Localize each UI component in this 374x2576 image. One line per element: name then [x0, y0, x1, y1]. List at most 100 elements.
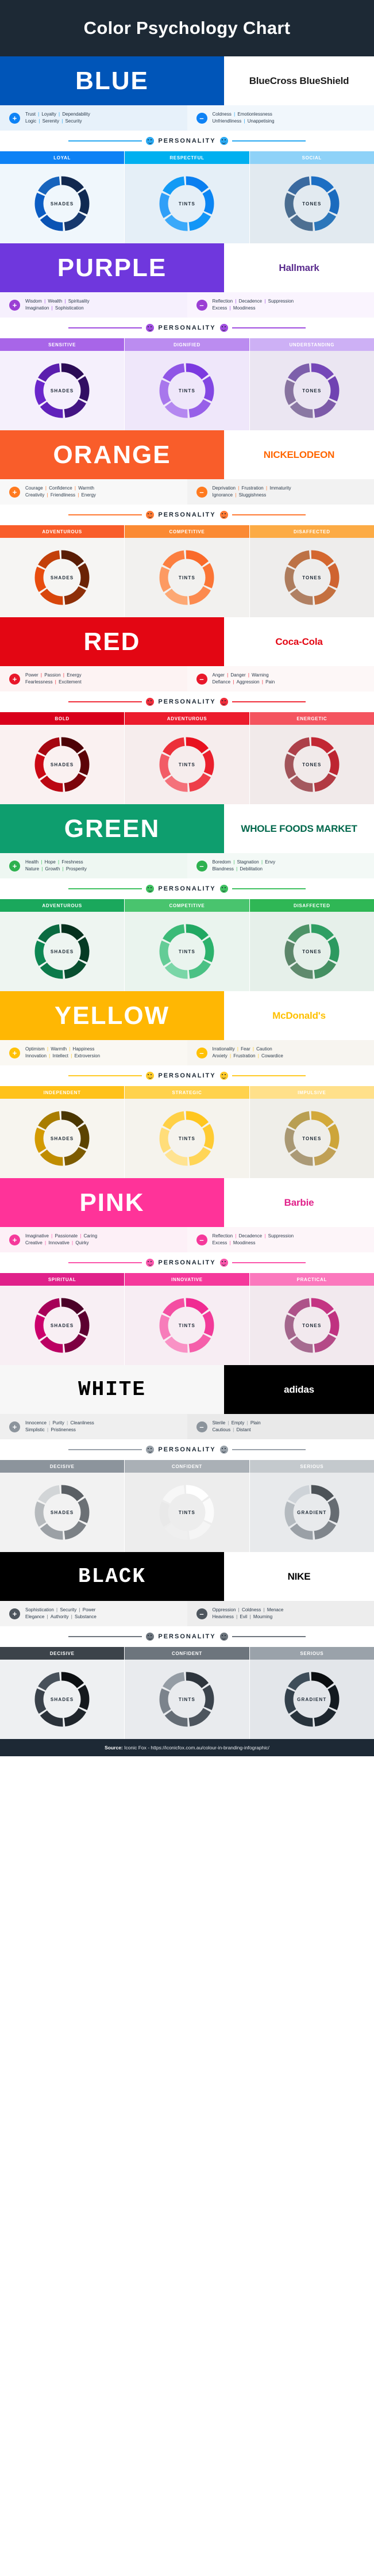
attribute-line: Boredom | Stagnation | Envy — [212, 859, 276, 865]
donut-chart: SHADES — [32, 1482, 92, 1542]
donut-chart: SHADES — [32, 548, 92, 607]
wheel-cell-tints: TINTS — [125, 1099, 250, 1178]
attribute-line: Defiance | Aggression | Pain — [212, 679, 275, 685]
color-wheels-row: SHADES TINTS TONES — [0, 1099, 374, 1178]
personality-traits-row: SPIRITUAL INNOVATIVE PRACTICAL — [0, 1273, 374, 1286]
personality-label: PERSONALITY — [158, 1259, 216, 1266]
source-prefix: Source: — [105, 1745, 123, 1751]
donut-chart: TONES — [282, 1109, 342, 1168]
divider-line-left — [68, 1262, 142, 1263]
attribute-line: Wisdom | Wealth | Spirituality — [25, 298, 90, 304]
positive-attributes: + Innocence | Purity | Cleanliness Simplis… — [0, 1414, 187, 1439]
smiley-icon — [146, 324, 155, 332]
attribute-line: Creativity | Friendliness | Energy — [25, 492, 96, 498]
donut-chart: SHADES — [32, 1295, 92, 1355]
attribute-list: Trust | Loyalty | Dependability Logic | S… — [25, 111, 90, 125]
divider-line-right — [232, 1262, 306, 1263]
smiley-icon — [146, 1259, 155, 1267]
color-name-block: YELLOW — [0, 991, 224, 1040]
wheel-cell-shades: SHADES — [0, 725, 125, 804]
personality-traits-row: ADVENTUROUS COMPETITIVE DISAFFECTED — [0, 899, 374, 912]
personality-divider: PERSONALITY — [0, 1065, 374, 1086]
positive-attributes: + Wisdom | Wealth | Spirituality Imaginati… — [0, 292, 187, 318]
color-band-row: BLUE BlueCross BlueShield — [0, 56, 374, 105]
donut-chart: SHADES — [32, 1669, 92, 1729]
attribute-line: Ignorance | Sluggishness — [212, 492, 267, 498]
plus-icon: + — [9, 673, 20, 685]
attribute-line: Cautious | Distant — [212, 1427, 251, 1432]
minus-icon: – — [196, 1234, 207, 1245]
brand-logo: BlueCross BlueShield — [224, 56, 374, 105]
attributes-row: + Health | Hope | Freshness Nature | Growt… — [0, 853, 374, 878]
divider-line-right — [232, 327, 306, 328]
color-band-row: PURPLE Hallmark — [0, 243, 374, 292]
brand-logo: Hallmark — [224, 243, 374, 292]
color-section-black: BLACK NIKE + Sophistication | Security | Po… — [0, 1552, 374, 1739]
personality-label: PERSONALITY — [158, 137, 216, 144]
divider-line-right — [232, 1075, 306, 1076]
color-section-pink: PINK Barbie + Imaginative | Passionate | Ca… — [0, 1178, 374, 1365]
personality-label: PERSONALITY — [158, 511, 216, 518]
wheel-cell-shades: SHADES — [0, 351, 125, 430]
attribute-line: Optimism | Warmth | Happiness — [25, 1046, 95, 1052]
attribute-line: Health | Hope | Freshness — [25, 859, 83, 865]
negative-attributes: – Reflection | Decadence | Suppression Exc… — [187, 292, 374, 318]
negative-attributes: – Sterile | Empty | Plain Cautious | Dista… — [187, 1414, 374, 1439]
trait-energetic: ENERGETIC — [249, 712, 374, 725]
negative-attributes: – Anger | Danger | Warning Defiance | Aggr… — [187, 666, 374, 691]
positive-attributes: + Trust | Loyalty | Dependability Logic | … — [0, 105, 187, 131]
wheel-cell-tints: TINTS — [125, 912, 250, 991]
attribute-list: Power | Passion | Energy Fearlessness | E… — [25, 672, 82, 686]
donut-chart: GRADIENT — [282, 1482, 342, 1542]
color-name: RED — [83, 627, 141, 656]
color-name: BLACK — [78, 1564, 146, 1588]
trait-innovative: INNOVATIVE — [125, 1273, 250, 1286]
attribute-list: Imaginative | Passionate | Caring Creativ… — [25, 1233, 97, 1247]
color-wheels-row: SHADES TINTS TONES — [0, 725, 374, 804]
personality-divider: PERSONALITY — [0, 1439, 374, 1460]
color-name: PINK — [79, 1188, 145, 1217]
trait-confident: CONFIDENT — [125, 1647, 250, 1660]
positive-attributes: + Courage | Confidence | Warmth Creativity… — [0, 479, 187, 505]
wheel-cell-tints: TINTS — [125, 1473, 250, 1552]
trait-dignified: DIGNIFIED — [125, 338, 250, 351]
attribute-line: Sophistication | Security | Power — [25, 1607, 96, 1612]
attribute-line: Imaginative | Passionate | Caring — [25, 1233, 98, 1239]
color-name-block: GREEN — [0, 804, 224, 853]
donut-chart: TINTS — [157, 1669, 217, 1729]
color-name: YELLOW — [54, 1001, 170, 1030]
attribute-line: Excess | Moodiness — [212, 305, 256, 311]
wheel-cell-tints: TINTS — [125, 725, 250, 804]
personality-label: PERSONALITY — [158, 698, 216, 705]
brand-logo: Coca-Cola — [224, 617, 374, 666]
smiley-icon — [146, 885, 155, 893]
attribute-line: Imagination | Sophistication — [25, 305, 84, 311]
donut-chart: GRADIENT — [282, 1669, 342, 1729]
attribute-line: Simplistic | Pristineness — [25, 1427, 76, 1432]
color-name-block: RED — [0, 617, 224, 666]
attribute-list: Sterile | Empty | Plain Cautious | Distan… — [213, 1420, 261, 1434]
color-name-block: BLUE — [0, 56, 224, 105]
attributes-row: + Wisdom | Wealth | Spirituality Imaginati… — [0, 292, 374, 318]
color-wheels-row: SHADES TINTS GRADIENT — [0, 1473, 374, 1552]
attributes-row: + Courage | Confidence | Warmth Creativity… — [0, 479, 374, 505]
attribute-line: Oppression | Coldness | Menace — [212, 1607, 284, 1612]
brand-logo: Barbie — [224, 1178, 374, 1227]
color-section-orange: ORANGE NICKELODEON + Courage | Confidence |… — [0, 430, 374, 617]
color-wheels-row: SHADES TINTS TONES — [0, 164, 374, 243]
color-wheels-row: SHADES TINTS TONES — [0, 1286, 374, 1365]
negative-attributes: – Boredom | Stagnation | Envy Blandness | … — [187, 853, 374, 878]
attribute-line: Fearlessness | Excitement — [25, 679, 82, 685]
color-name: BLUE — [75, 66, 149, 95]
color-name-block: PURPLE — [0, 243, 224, 292]
attribute-list: Oppression | Coldness | Menace Heaviness … — [213, 1607, 284, 1621]
color-section-white: WHITE adidas + Innocence | Purity | Cleanli… — [0, 1365, 374, 1552]
smiley-icon — [219, 324, 228, 332]
trait-adventurous: ADVENTUROUS — [0, 525, 125, 538]
wheel-cell-shades: SHADES — [0, 912, 125, 991]
trait-serious: SERIOUS — [249, 1460, 374, 1473]
wheel-cell-shades: SHADES — [0, 1286, 125, 1365]
divider-line-right — [232, 1449, 306, 1450]
personality-divider: PERSONALITY — [0, 1626, 374, 1647]
trait-adventurous: ADVENTUROUS — [0, 899, 125, 912]
